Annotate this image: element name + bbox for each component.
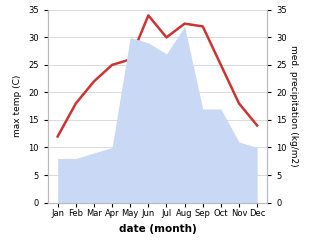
Y-axis label: max temp (C): max temp (C)	[13, 75, 23, 137]
X-axis label: date (month): date (month)	[119, 224, 196, 234]
Y-axis label: med. precipitation (kg/m2): med. precipitation (kg/m2)	[289, 45, 298, 167]
